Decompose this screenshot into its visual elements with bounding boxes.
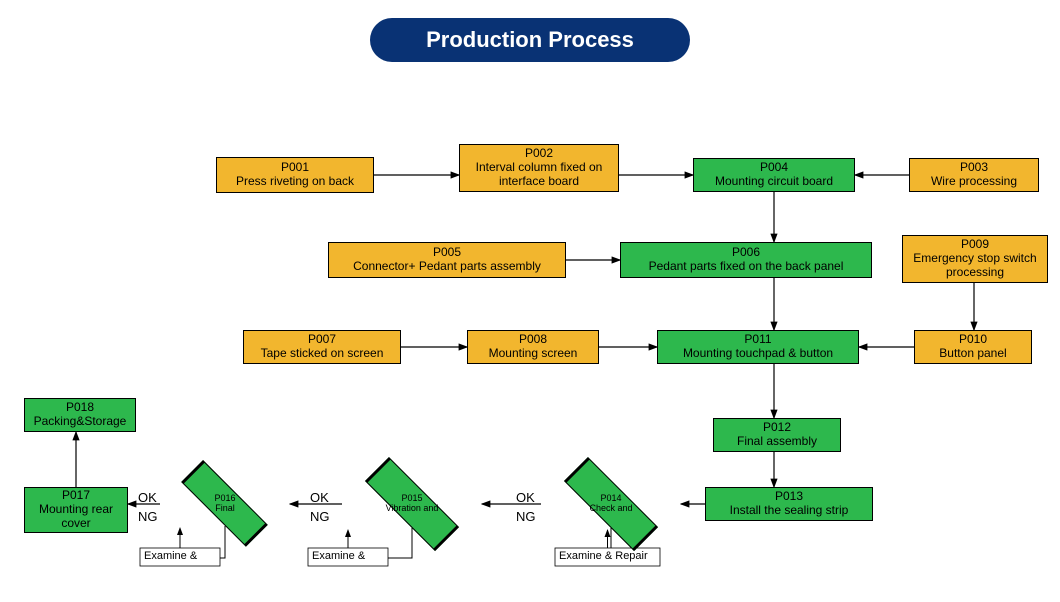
ok-label: OK [310, 490, 329, 505]
node-code: P011 [744, 333, 771, 347]
node-p015: P015Vibration and [342, 480, 482, 528]
ng-label: NG [310, 509, 330, 524]
node-label: Button panel [939, 347, 1006, 361]
node-p011: P011Mounting touchpad & button [657, 330, 859, 364]
node-p004: P004Mounting circuit board [693, 158, 855, 192]
node-p013: P013Install the sealing strip [705, 487, 873, 521]
node-label: Press riveting on back [236, 175, 354, 189]
node-code: P007 [308, 333, 336, 347]
node-label: Packing&Storage [34, 415, 127, 429]
node-code: P018 [66, 401, 94, 415]
flowchart-canvas: Production Process P001Press riveting on… [0, 0, 1060, 602]
diamond-text: P015Vibration and [386, 494, 439, 514]
node-label: Final [214, 504, 235, 514]
node-p007: P007Tape sticked on screen [243, 330, 401, 364]
node-label: Interval column fixed on interface board [464, 161, 614, 189]
node-p006: P006Pedant parts fixed on the back panel [620, 242, 872, 278]
node-p009: P009Emergency stop switch processing [902, 235, 1048, 283]
ok-label: OK [138, 490, 157, 505]
diamond-text: P014Check and [589, 494, 632, 514]
node-label: Tape sticked on screen [261, 347, 384, 361]
node-code: P013 [775, 490, 803, 504]
node-code: P003 [960, 161, 988, 175]
ng-loop-label: Examine & [312, 550, 365, 562]
node-label: Mounting touchpad & button [683, 347, 833, 361]
node-code: P005 [433, 246, 461, 260]
node-label: Final assembly [737, 435, 817, 449]
title-text: Production Process [426, 27, 634, 53]
node-code: P008 [519, 333, 547, 347]
node-p017: P017Mounting rear cover [24, 487, 128, 533]
ng-label: NG [138, 509, 158, 524]
node-label: Emergency stop switch processing [907, 252, 1043, 280]
node-label: Mounting circuit board [715, 175, 833, 189]
node-code: P009 [961, 238, 989, 252]
node-code: P010 [959, 333, 987, 347]
diamond-text: P016Final [214, 494, 235, 514]
node-p018: P018Packing&Storage [24, 398, 136, 432]
ng-loop-label: Examine & Repair [559, 550, 648, 562]
node-p002: P002Interval column fixed on interface b… [459, 144, 619, 192]
ok-label: OK [516, 490, 535, 505]
node-p016: P016Final [160, 482, 290, 526]
node-p005: P005Connector+ Pedant parts assembly [328, 242, 566, 278]
node-p003: P003Wire processing [909, 158, 1039, 192]
node-label: Pedant parts fixed on the back panel [649, 260, 844, 274]
node-label: Check and [589, 504, 632, 514]
node-label: Mounting screen [489, 347, 578, 361]
node-label: Vibration and [386, 504, 439, 514]
node-p010: P010Button panel [914, 330, 1032, 364]
node-code: P001 [281, 161, 309, 175]
ng-label: NG [516, 509, 536, 524]
node-code: P002 [525, 147, 553, 161]
title-pill: Production Process [370, 18, 690, 62]
node-code: P006 [732, 246, 760, 260]
node-p008: P008Mounting screen [467, 330, 599, 364]
node-label: Install the sealing strip [730, 504, 849, 518]
node-code: P012 [763, 421, 791, 435]
node-label: Wire processing [931, 175, 1017, 189]
ng-loop-label: Examine & [144, 550, 197, 562]
node-label: Connector+ Pedant parts assembly [353, 260, 541, 274]
node-p014: P014Check and [541, 480, 681, 528]
node-code: P004 [760, 161, 788, 175]
node-p012: P012Final assembly [713, 418, 841, 452]
node-p001: P001Press riveting on back [216, 157, 374, 193]
node-label: Mounting rear cover [29, 503, 123, 531]
node-code: P017 [62, 489, 90, 503]
